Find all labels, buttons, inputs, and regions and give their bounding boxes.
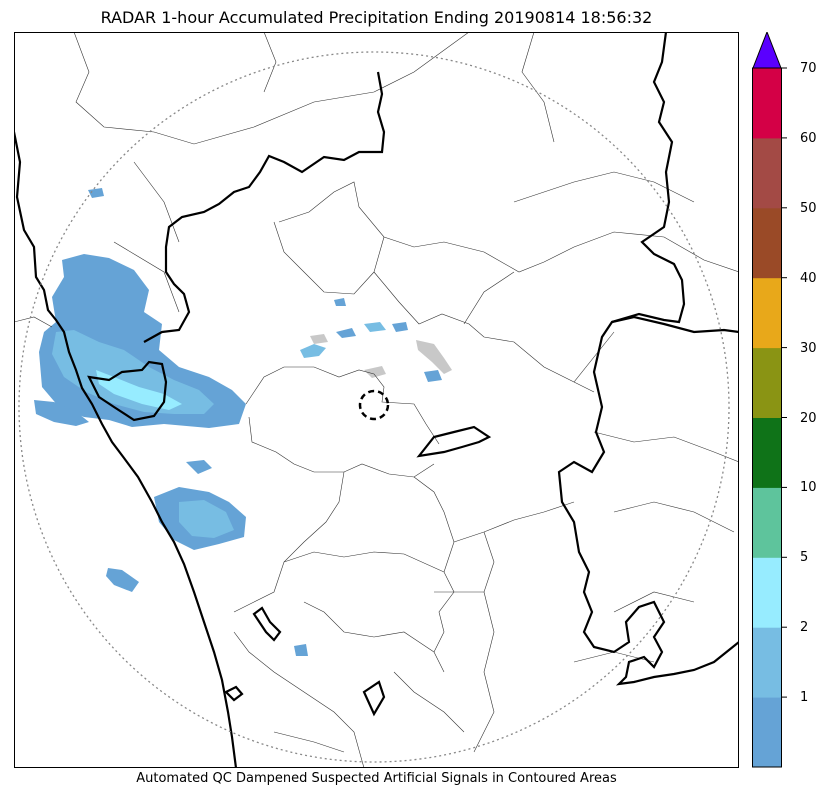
echo-west-tiny xyxy=(88,188,104,198)
colorbar-bin xyxy=(752,417,782,488)
map-caption: Automated QC Dampened Suspected Artifici… xyxy=(136,771,617,786)
colorbar-bin xyxy=(752,347,782,418)
colorbar-bin xyxy=(752,487,782,558)
colorbar xyxy=(752,30,825,772)
colorbar-bin xyxy=(752,697,782,768)
echo-south-medium xyxy=(179,500,234,538)
echo-center-scatter-3 xyxy=(364,322,386,332)
colorbar-tick-label: 10 xyxy=(800,480,817,496)
colorbar-bin xyxy=(752,137,782,209)
colorbar-bin xyxy=(752,277,782,349)
colorbar-tick-label: 1 xyxy=(800,690,809,706)
colorbar-extend-arrow xyxy=(752,30,782,69)
state-boundaries xyxy=(14,32,739,768)
echo-center-scatter-5 xyxy=(334,298,346,306)
colorbar-tick-label: 60 xyxy=(800,130,817,146)
echo-center-scatter-4 xyxy=(392,322,408,332)
map-title: RADAR 1-hour Accumulated Precipitation E… xyxy=(100,8,653,27)
colorbar-tick-label: 2 xyxy=(800,620,809,636)
colorbar-tick-label: 30 xyxy=(800,340,817,356)
colorbar-bin xyxy=(752,68,782,139)
echo-west-heavy xyxy=(96,370,182,410)
echo-southwest-small xyxy=(106,568,139,592)
colorbar-tick-label: 40 xyxy=(800,270,817,286)
radar-map xyxy=(14,32,739,768)
colorbar-bin xyxy=(752,627,782,698)
district-boundaries xyxy=(14,32,739,768)
echo-west-small xyxy=(186,460,212,474)
colorbar-tick-label: 5 xyxy=(800,550,809,566)
suppressed-signals xyxy=(310,334,452,378)
colorbar-tick-label: 70 xyxy=(800,61,817,76)
colorbar-tick-label: 20 xyxy=(800,410,817,426)
range-ring xyxy=(18,51,730,763)
colorbar-tick-label: 50 xyxy=(800,200,817,216)
colorbar-bin xyxy=(752,207,782,279)
echo-center-scatter-2 xyxy=(336,328,356,338)
echo-west-edge xyxy=(34,400,89,426)
echo-center-scatter-1 xyxy=(300,344,326,358)
echo-center-scatter-6 xyxy=(424,370,442,382)
echo-south-tiny xyxy=(294,644,308,656)
colorbar-bin xyxy=(752,557,782,628)
radar-site-ring xyxy=(358,389,390,421)
